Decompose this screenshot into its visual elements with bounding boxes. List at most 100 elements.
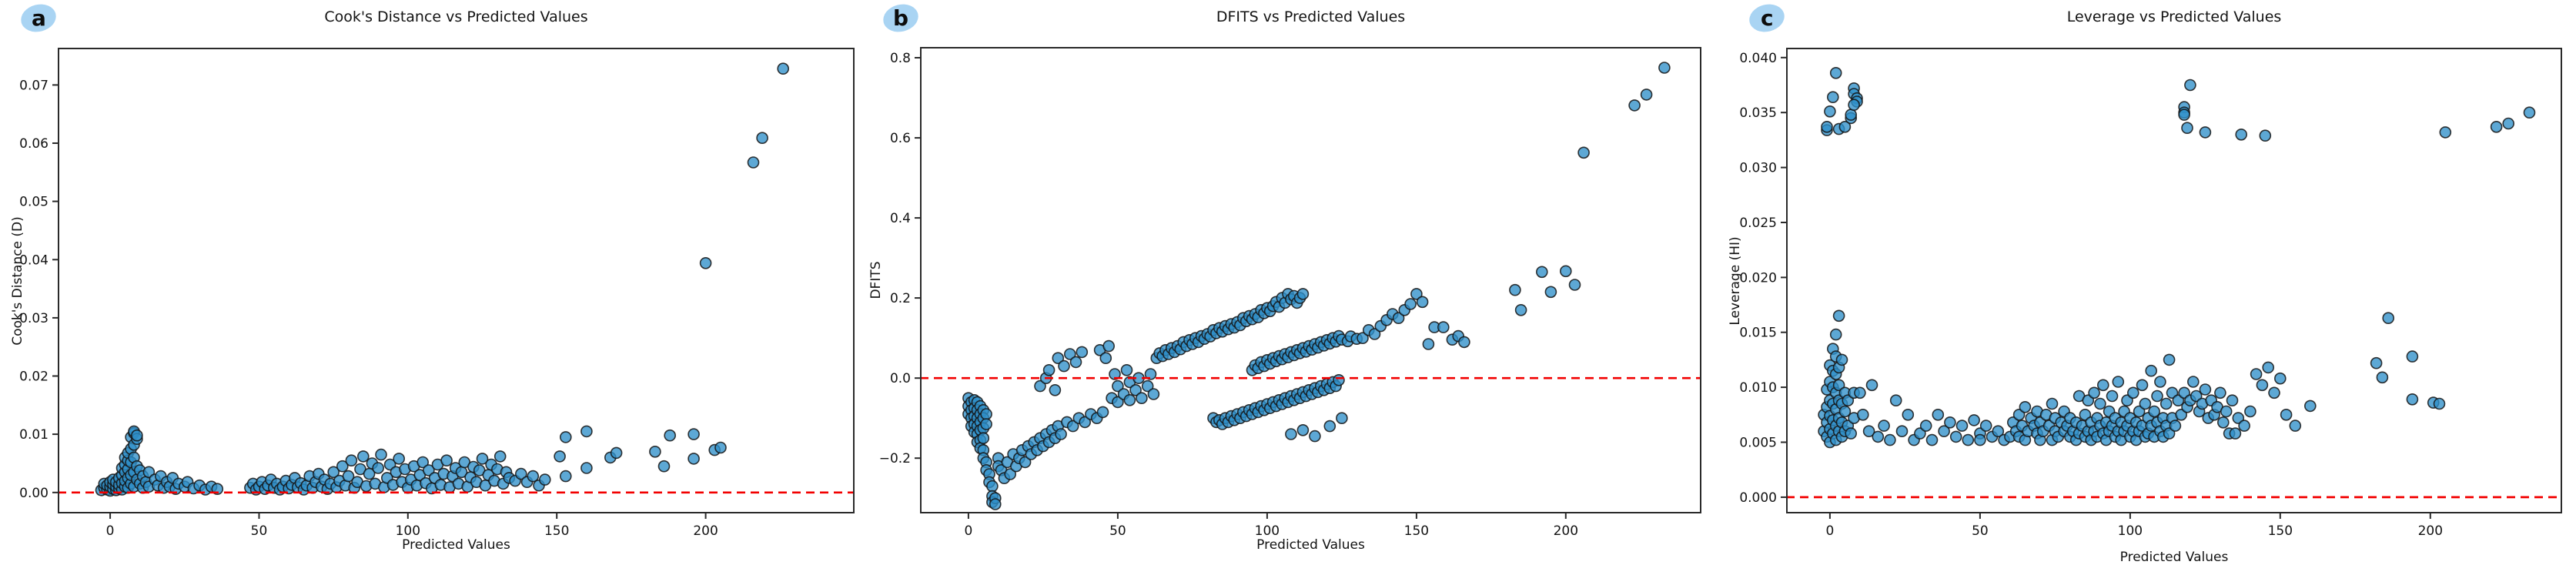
data-point xyxy=(1263,305,1276,318)
data-point xyxy=(1072,412,1086,425)
data-point xyxy=(1123,376,1136,389)
data-point xyxy=(2490,121,2503,133)
data-point xyxy=(1015,443,1029,456)
data-point xyxy=(1213,322,1226,335)
data-point xyxy=(458,456,471,469)
data-point xyxy=(2046,433,2059,446)
data-point xyxy=(538,473,551,486)
data-point xyxy=(1246,363,1259,376)
data-point xyxy=(971,412,984,425)
y-tick-label: 0.030 xyxy=(1739,161,1777,176)
data-point xyxy=(714,441,727,454)
data-point xyxy=(1854,386,1866,400)
data-point xyxy=(2064,430,2076,443)
data-point xyxy=(330,481,343,493)
data-point xyxy=(1207,323,1219,336)
data-point xyxy=(98,477,111,490)
data-point xyxy=(246,477,259,490)
data-point xyxy=(2223,427,2236,440)
data-point xyxy=(2004,430,2016,443)
data-point xyxy=(2088,425,2100,438)
data-point xyxy=(2238,420,2250,432)
data-point xyxy=(1362,323,1375,336)
data-point xyxy=(2220,405,2233,418)
data-point xyxy=(125,443,137,455)
data-point xyxy=(1311,341,1324,354)
data-point xyxy=(2055,416,2068,429)
data-point xyxy=(2136,420,2149,432)
data-point xyxy=(1279,296,1291,309)
data-point xyxy=(2121,394,2133,407)
data-point xyxy=(1007,448,1019,460)
data-point xyxy=(128,451,140,464)
data-point xyxy=(110,483,122,496)
data-point xyxy=(1049,383,1062,396)
data-point xyxy=(1314,336,1327,349)
data-point xyxy=(2154,376,2166,388)
data-point xyxy=(2124,412,2136,424)
data-point xyxy=(2085,433,2098,446)
data-point xyxy=(1832,379,1845,392)
data-point xyxy=(1848,99,1860,111)
data-point xyxy=(211,483,224,496)
data-point xyxy=(128,466,140,479)
data-point xyxy=(1368,328,1381,340)
data-point xyxy=(1042,363,1055,376)
data-point xyxy=(1276,398,1289,410)
x-tick-label: 150 xyxy=(1404,523,1429,539)
data-point xyxy=(1159,343,1172,356)
data-point xyxy=(1330,379,1342,393)
data-point xyxy=(1330,335,1342,348)
data-point xyxy=(256,476,269,489)
data-point xyxy=(2009,425,2022,438)
data-point xyxy=(1061,416,1073,429)
data-point xyxy=(356,450,370,463)
data-point xyxy=(2046,397,2059,410)
data-point xyxy=(2085,416,2098,429)
data-point xyxy=(977,422,990,435)
chart-title-b: DFITS vs Predicted Values xyxy=(1216,8,1406,25)
data-point xyxy=(1509,283,1521,296)
data-point xyxy=(995,463,1008,476)
x-tick-label: 200 xyxy=(2418,523,2443,539)
y-tick-label: 0.005 xyxy=(1739,436,1777,451)
data-point xyxy=(1180,339,1193,353)
data-point xyxy=(2031,427,2043,440)
y-tick-label: 0.025 xyxy=(1739,216,1777,231)
data-point xyxy=(1842,394,1855,407)
data-point xyxy=(315,480,328,493)
data-point xyxy=(1270,296,1283,309)
data-point xyxy=(983,468,995,480)
data-point xyxy=(1287,349,1300,362)
x-tick-label: 0 xyxy=(106,523,115,539)
data-point xyxy=(2199,383,2212,396)
chart-title-c: Leverage vs Predicted Values xyxy=(2066,8,2282,25)
data-point xyxy=(980,418,992,430)
data-point xyxy=(1829,368,1842,380)
data-point xyxy=(1838,386,1852,400)
data-point xyxy=(1300,346,1313,358)
data-point xyxy=(1249,308,1262,320)
data-point xyxy=(962,392,975,405)
data-point xyxy=(363,467,376,480)
data-point xyxy=(2096,379,2109,392)
data-point xyxy=(1049,432,1062,445)
data-point xyxy=(2178,109,2190,121)
data-point xyxy=(107,483,119,496)
data-point xyxy=(101,483,113,496)
x-axis-label-a: Predicted Values xyxy=(402,537,510,553)
data-point xyxy=(1303,383,1316,396)
data-point xyxy=(336,460,349,473)
data-point xyxy=(321,483,334,496)
data-point xyxy=(1829,420,1842,432)
data-point xyxy=(2036,425,2049,438)
data-point xyxy=(1207,412,1219,425)
data-point xyxy=(974,400,987,413)
data-point xyxy=(115,469,129,481)
data-point xyxy=(1865,379,1878,392)
data-point xyxy=(2166,412,2179,424)
data-point xyxy=(1228,321,1241,334)
data-point xyxy=(1219,412,1232,425)
data-point xyxy=(1282,288,1294,300)
data-point xyxy=(473,464,486,476)
